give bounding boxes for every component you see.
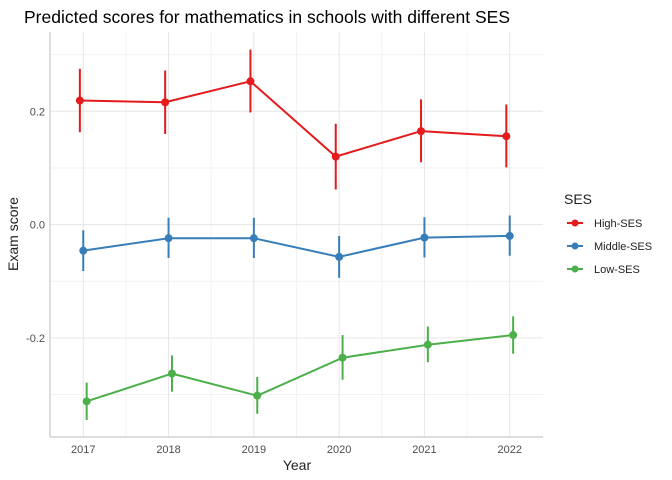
legend: SES High-SES Middle-SES Low-SES bbox=[564, 191, 652, 276]
x-tick-label: 2020 bbox=[327, 444, 351, 456]
data-point bbox=[161, 98, 170, 107]
x-axis-title: Year bbox=[283, 457, 312, 473]
series-low-ses bbox=[82, 316, 518, 421]
data-point bbox=[164, 234, 173, 243]
series-line-high-ses bbox=[79, 80, 507, 158]
legend-key-point bbox=[571, 219, 579, 227]
chart-title: Predicted scores for mathematics in scho… bbox=[24, 7, 510, 27]
data-point bbox=[79, 246, 88, 255]
data-point bbox=[331, 152, 340, 161]
y-axis-title: Exam score bbox=[5, 197, 21, 271]
x-tick-label: 2018 bbox=[156, 444, 180, 456]
legend-item-middle-ses: Middle-SES bbox=[567, 241, 652, 253]
data-point bbox=[417, 127, 426, 136]
x-tick-label: 2017 bbox=[71, 444, 95, 456]
data-point bbox=[505, 231, 514, 240]
x-tick-label: 2021 bbox=[412, 444, 436, 456]
legend-title: SES bbox=[564, 191, 592, 207]
legend-key-point bbox=[571, 242, 579, 250]
data-point bbox=[246, 77, 255, 86]
series-middle-ses bbox=[79, 215, 514, 278]
legend-item-low-ses: Low-SES bbox=[567, 264, 640, 276]
series-line-low-ses bbox=[86, 334, 514, 403]
data-point bbox=[249, 234, 258, 243]
data-point bbox=[75, 96, 84, 105]
data-point bbox=[420, 233, 429, 242]
legend-item-high-ses: High-SES bbox=[567, 218, 642, 230]
x-tick-label: 2022 bbox=[497, 444, 521, 456]
data-point bbox=[509, 331, 518, 340]
y-tick-label: 0.0 bbox=[30, 220, 45, 232]
series-high-ses bbox=[75, 49, 511, 190]
series-line-middle-ses bbox=[83, 234, 510, 258]
data-point bbox=[82, 397, 91, 406]
data-point bbox=[423, 340, 432, 349]
legend-label: Low-SES bbox=[594, 264, 640, 276]
data-point bbox=[338, 353, 347, 362]
legend-label: High-SES bbox=[594, 218, 642, 230]
y-tick-label: -0.2 bbox=[26, 333, 45, 345]
data-point bbox=[253, 391, 262, 400]
legend-key-point bbox=[571, 265, 579, 273]
y-tick-label: 0.2 bbox=[30, 106, 45, 118]
data-point bbox=[335, 252, 344, 261]
x-tick-label: 2019 bbox=[242, 444, 266, 456]
axes bbox=[49, 32, 543, 438]
legend-label: Middle-SES bbox=[594, 241, 652, 253]
data-point bbox=[502, 132, 511, 141]
data-point bbox=[167, 369, 176, 378]
grid bbox=[50, 32, 543, 437]
tick-labels: 2017 2018 2019 2020 2021 2022 -0.2 0.0 0.2 bbox=[26, 106, 522, 456]
series-layer bbox=[75, 49, 518, 421]
